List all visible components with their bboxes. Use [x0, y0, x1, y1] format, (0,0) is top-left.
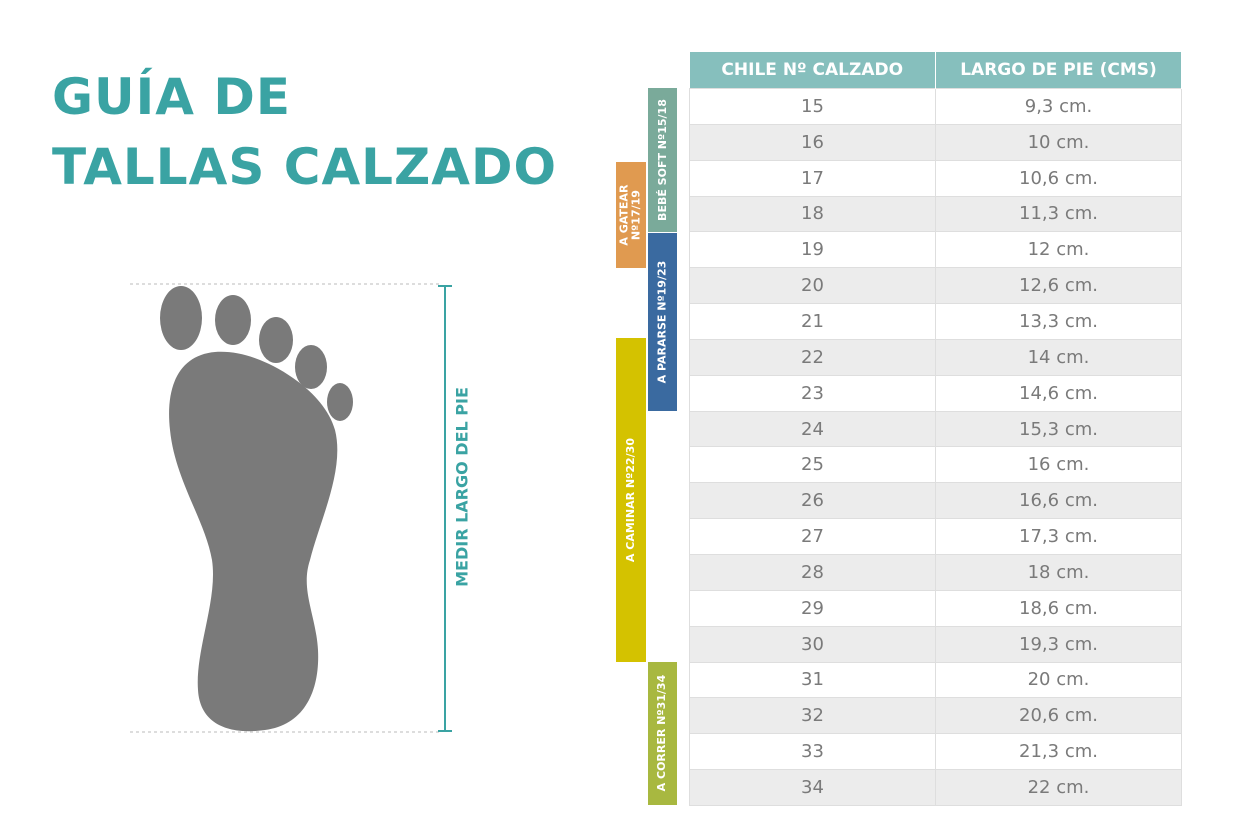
- length-cell: 22 cm.: [935, 769, 1182, 806]
- size-cell: 19: [689, 231, 936, 269]
- band: A CAMINAR Nº22/30: [616, 338, 646, 662]
- table-row: 18 11,3 cm.: [689, 195, 1182, 233]
- length-cell: 12,6 cm.: [935, 267, 1182, 305]
- table-row: 34 22 cm.: [689, 769, 1182, 806]
- table-row: 21 13,3 cm.: [689, 303, 1182, 340]
- length-cell: 17,3 cm.: [935, 518, 1182, 555]
- table-row: 24 15,3 cm.: [689, 410, 1182, 448]
- table-body: 15 9,3 cm. 16 10 cm. 17 10,6 cm. 18 11,3 cm. 19 1…: [689, 88, 1182, 806]
- size-cell: 30: [689, 625, 936, 663]
- table-row: 32 20,6 cm.: [689, 697, 1182, 735]
- size-cell: 32: [689, 697, 936, 735]
- band-label: BEBÉ SOFT Nº15/18: [655, 99, 669, 221]
- band: BEBÉ SOFT Nº15/18: [648, 88, 677, 232]
- table-row: 28 18 cm.: [689, 553, 1182, 591]
- length-cell: 14 cm.: [935, 338, 1182, 376]
- band: A GATEAR Nº17/19: [616, 162, 646, 268]
- length-cell: 15,3 cm.: [935, 410, 1182, 448]
- length-cell: 16 cm.: [935, 446, 1182, 484]
- title-line: TALLAS CALZADO: [52, 138, 557, 196]
- band-label: A PARARSE Nº19/23: [655, 260, 669, 384]
- length-cell: 12 cm.: [935, 231, 1182, 269]
- size-cell: 27: [689, 518, 936, 555]
- size-cell: 33: [689, 733, 936, 771]
- size-cell: 28: [689, 553, 936, 591]
- size-cell: 21: [689, 303, 936, 340]
- band-label: A CORRER Nº31/34: [655, 675, 669, 792]
- size-cell: 15: [689, 88, 936, 125]
- length-cell: 19,3 cm.: [935, 625, 1182, 663]
- length-cell: 11,3 cm.: [935, 195, 1182, 233]
- size-cell: 26: [689, 482, 936, 520]
- table-row: 31 20 cm.: [689, 661, 1182, 699]
- table-row: 25 16 cm.: [689, 446, 1182, 484]
- size-cell: 22: [689, 338, 936, 376]
- length-cell: 16,6 cm.: [935, 482, 1182, 520]
- table-row: 17 10,6 cm.: [689, 159, 1182, 197]
- title-line: GUÍA DE: [52, 68, 292, 126]
- table-row: 30 19,3 cm.: [689, 625, 1182, 663]
- length-cell: 14,6 cm.: [935, 374, 1182, 412]
- table-row: 16 10 cm.: [689, 123, 1182, 161]
- table-row: 20 12,6 cm.: [689, 267, 1182, 305]
- length-cell: 10,6 cm.: [935, 159, 1182, 197]
- foot-illustration: [130, 283, 452, 733]
- size-table: CHILE Nº CALZADO LARGO DE PIE (CMS) 15 9,…: [689, 52, 1182, 806]
- band-label: A GATEAR Nº17/19: [617, 184, 644, 246]
- column-header: LARGO DE PIE (CMS): [935, 52, 1182, 89]
- length-cell: 21,3 cm.: [935, 733, 1182, 771]
- size-cell: 20: [689, 267, 936, 305]
- size-cell: 34: [689, 769, 936, 806]
- size-cell: 24: [689, 410, 936, 448]
- length-cell: 18 cm.: [935, 553, 1182, 591]
- table-row: 23 14,6 cm.: [689, 374, 1182, 412]
- measure-label: MEDIR LARGO DEL PIE: [452, 387, 472, 587]
- size-cell: 16: [689, 123, 936, 161]
- table-row: 33 21,3 cm.: [689, 733, 1182, 771]
- length-cell: 18,6 cm.: [935, 589, 1182, 627]
- table-row: 26 16,6 cm.: [689, 482, 1182, 520]
- table-row: 19 12 cm.: [689, 231, 1182, 269]
- header-row: CHILE Nº CALZADO LARGO DE PIE (CMS): [689, 52, 1182, 89]
- size-cell: 31: [689, 661, 936, 699]
- size-cell: 25: [689, 446, 936, 484]
- band: A PARARSE Nº19/23: [648, 233, 677, 411]
- length-cell: 13,3 cm.: [935, 303, 1182, 340]
- size-cell: 18: [689, 195, 936, 233]
- size-cell: 23: [689, 374, 936, 412]
- length-cell: 20,6 cm.: [935, 697, 1182, 735]
- band-label: A CAMINAR Nº22/30: [623, 437, 637, 563]
- size-cell: 17: [689, 159, 936, 197]
- table-row: 22 14 cm.: [689, 338, 1182, 376]
- table-row: 29 18,6 cm.: [689, 589, 1182, 627]
- table-row: 27 17,3 cm.: [689, 518, 1182, 555]
- length-cell: 10 cm.: [935, 123, 1182, 161]
- size-cell: 29: [689, 589, 936, 627]
- table-row: 15 9,3 cm.: [689, 88, 1182, 125]
- band: A CORRER Nº31/34: [648, 662, 677, 805]
- length-cell: 9,3 cm.: [935, 88, 1182, 125]
- length-cell: 20 cm.: [935, 661, 1182, 699]
- column-header: CHILE Nº CALZADO: [689, 52, 936, 89]
